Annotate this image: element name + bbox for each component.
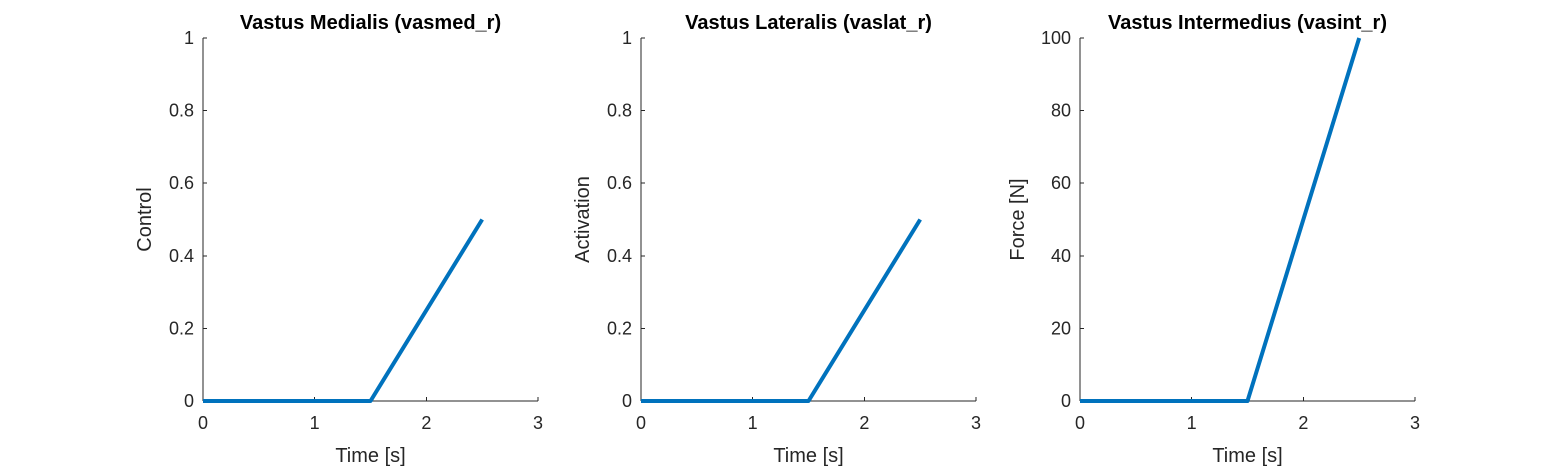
y-axis-label: Control (134, 187, 156, 251)
y-tick-label: 1 (184, 28, 194, 48)
subplot-vasint: 0 1 2 3 0 20 40 60 80 100 Vastus Intermedius (vasi… (1007, 12, 1420, 467)
x-tick-label: 0 (198, 413, 208, 433)
x-tick-label: 0 (636, 413, 646, 433)
x-axis-label: Time [s] (773, 445, 843, 467)
y-tick-label: 0.2 (607, 318, 632, 338)
chart-title: Vastus Medialis (vasmed_r) (240, 12, 501, 34)
x-axis-label: Time [s] (335, 445, 405, 467)
y-tick-label: 0.2 (169, 318, 194, 338)
chart-title: Vastus Lateralis (vaslat_r) (685, 12, 932, 34)
x-tick-label: 3 (533, 413, 543, 433)
y-tick-label: 40 (1051, 246, 1071, 266)
subplot-vasmed: 0 1 2 3 0 0.2 0.4 0.6 0.8 1 Vastus Medialis (vasme… (134, 12, 543, 467)
y-tick-label: 0.6 (607, 173, 632, 193)
x-tick-label: 2 (1298, 413, 1308, 433)
y-tick-label: 80 (1051, 101, 1071, 121)
y-tick-label: 0.4 (169, 246, 194, 266)
y-tick-label: 0 (1061, 391, 1071, 411)
x-tick-label: 2 (859, 413, 869, 433)
x-tick-label: 3 (971, 413, 981, 433)
x-tick-label: 3 (1410, 413, 1420, 433)
x-tick-label: 0 (1075, 413, 1085, 433)
subplot-vaslat: 0 1 2 3 0 0.2 0.4 0.6 0.8 1 Vastus Lateralis (vasl… (572, 12, 981, 467)
x-tick-label: 1 (748, 413, 758, 433)
y-tick-label: 0.8 (169, 101, 194, 121)
series-line (203, 218, 484, 403)
y-tick-label: 60 (1051, 173, 1071, 193)
y-tick-label: 0.4 (607, 246, 632, 266)
series-line (641, 218, 922, 403)
y-tick-label: 0 (622, 391, 632, 411)
y-tick-label: 100 (1041, 28, 1071, 48)
y-axis-label: Force [N] (1007, 178, 1029, 260)
y-tick-label: 1 (622, 28, 632, 48)
y-tick-label: 0.6 (169, 173, 194, 193)
chart-title: Vastus Intermedius (vasint_r) (1108, 12, 1387, 34)
x-tick-label: 2 (421, 413, 431, 433)
series-line (1080, 37, 1362, 403)
x-tick-label: 1 (310, 413, 320, 433)
y-tick-label: 0 (184, 391, 194, 411)
y-tick-label: 0.8 (607, 101, 632, 121)
x-axis-label: Time [s] (1212, 445, 1282, 467)
y-axis-label: Activation (572, 176, 594, 263)
x-tick-label: 1 (1187, 413, 1197, 433)
y-tick-label: 20 (1051, 318, 1071, 338)
